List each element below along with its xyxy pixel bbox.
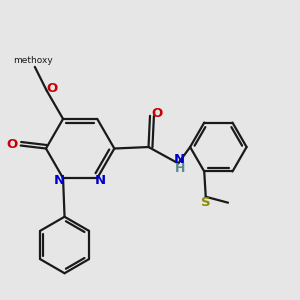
Text: methoxy: methoxy: [14, 56, 53, 65]
Text: O: O: [46, 82, 58, 95]
Text: H: H: [175, 162, 185, 175]
Text: N: N: [54, 174, 65, 187]
Text: S: S: [201, 196, 211, 208]
Text: O: O: [152, 107, 163, 120]
Text: N: N: [174, 153, 185, 166]
Text: O: O: [7, 138, 18, 151]
Text: N: N: [95, 174, 106, 187]
